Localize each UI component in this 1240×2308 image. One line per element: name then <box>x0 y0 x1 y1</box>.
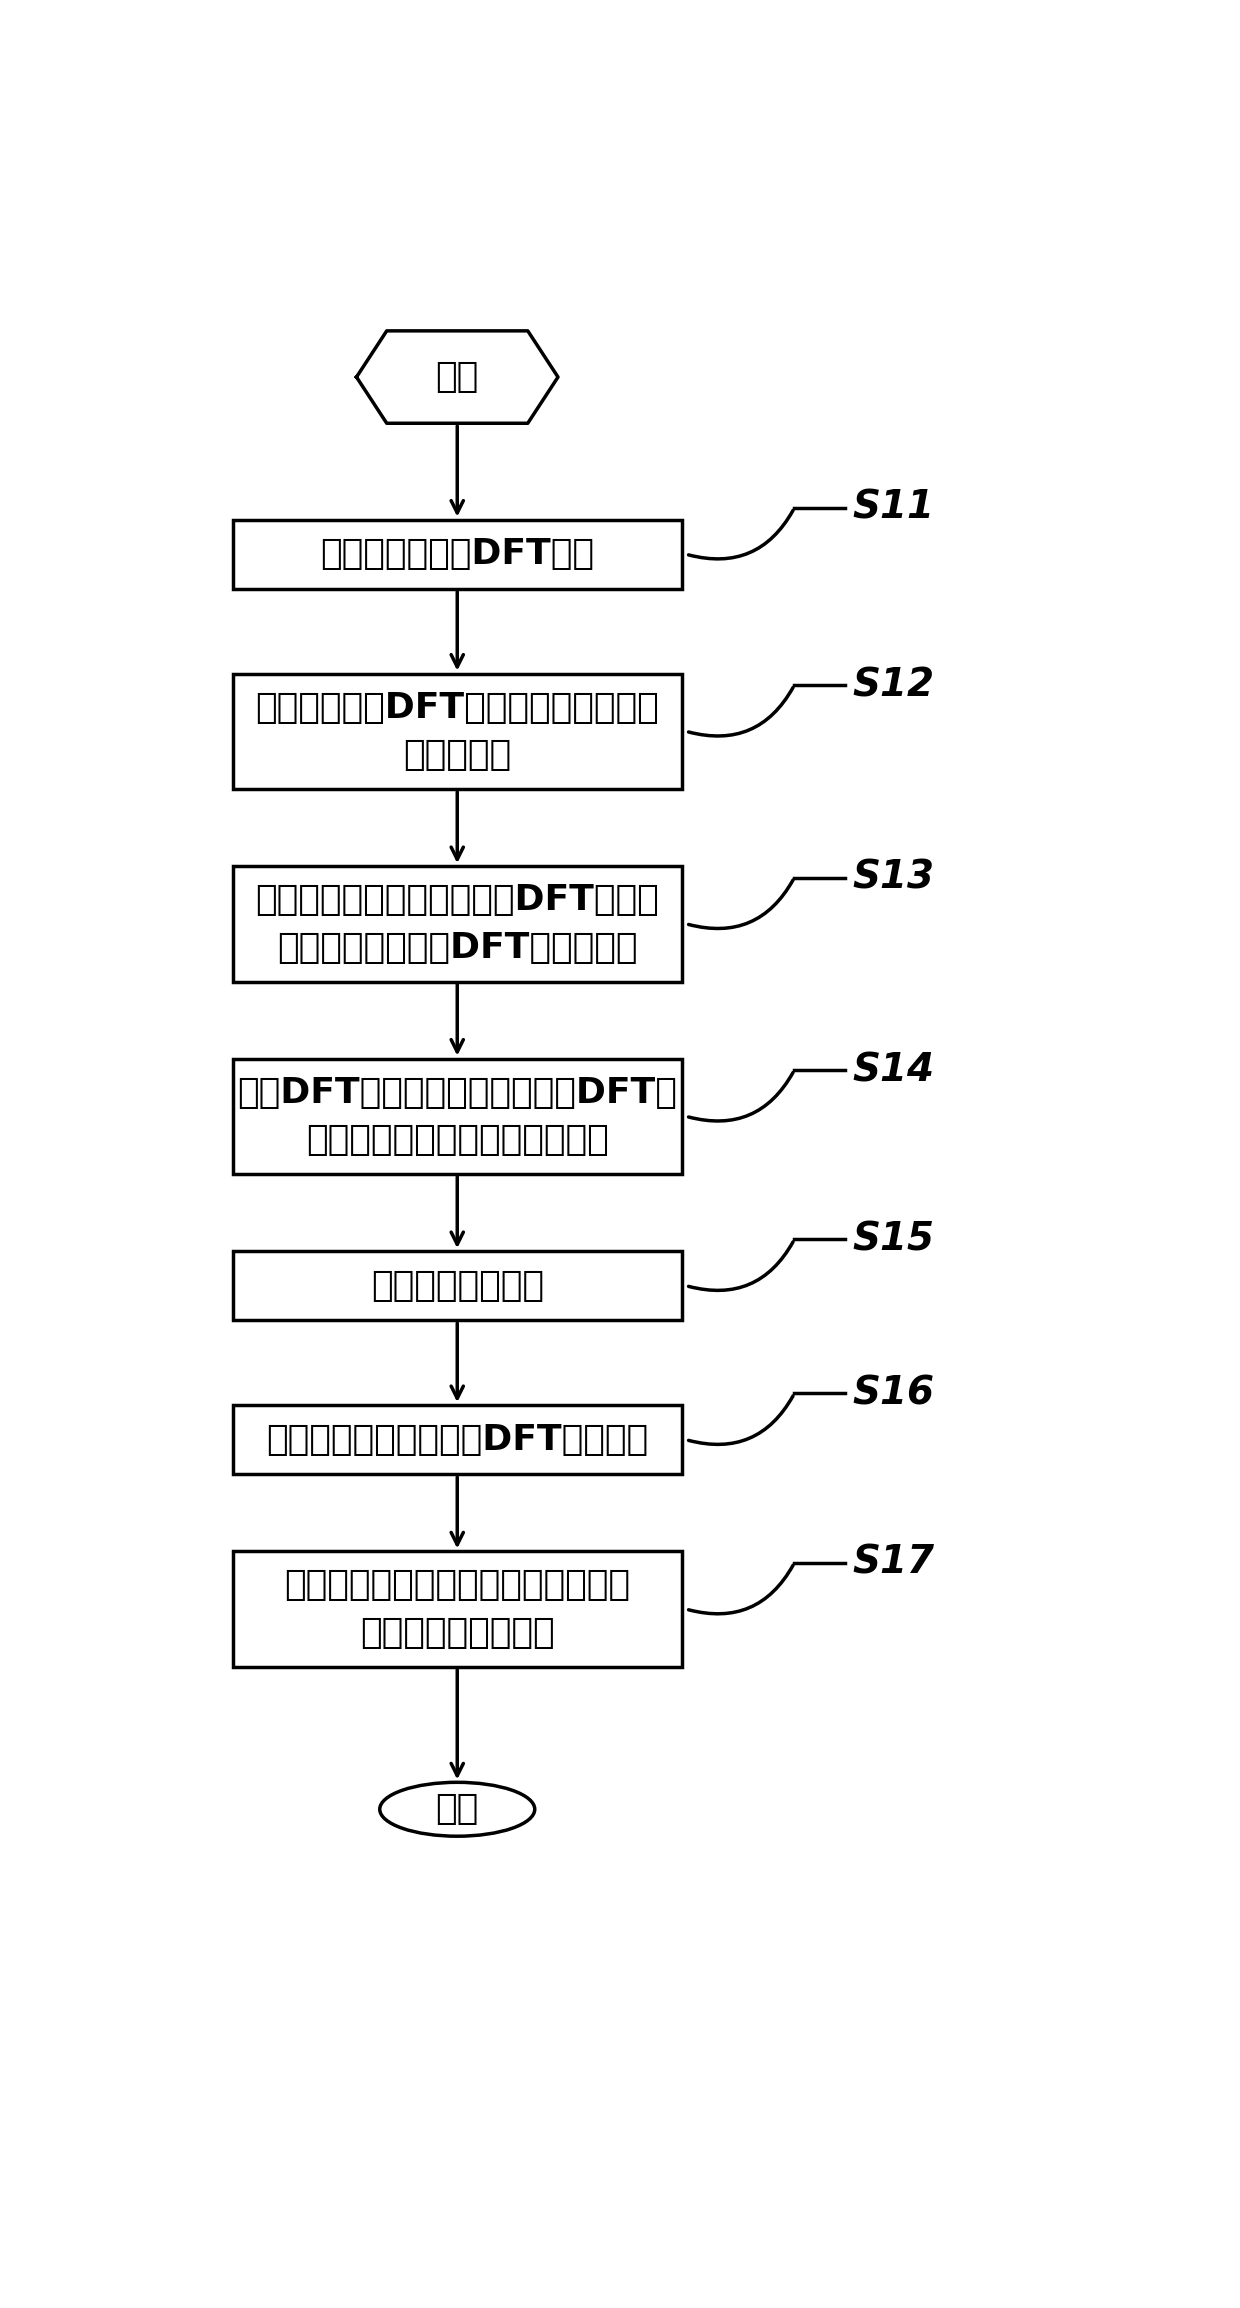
Text: 比较DFT点数估计值与中值带宽DFT点
数，根据比较结果选择窗长因子: 比较DFT点数估计值与中值带宽DFT点 数，根据比较结果选择窗长因子 <box>237 1076 677 1156</box>
Text: 利用初始平滑窗长平滑处理DFT变换结
果，得到初始带宽DFT点数估计值: 利用初始平滑窗长平滑处理DFT变换结 果，得到初始带宽DFT点数估计值 <box>255 884 660 965</box>
Bar <box>233 1406 682 1475</box>
Text: S13: S13 <box>853 859 935 896</box>
Text: S12: S12 <box>853 667 935 704</box>
Text: 获得中值带宽DFT点数，并计算得到初
始平滑窗长: 获得中值带宽DFT点数，并计算得到初 始平滑窗长 <box>255 690 660 771</box>
Text: 获取可变平滑窗长: 获取可变平滑窗长 <box>371 1269 544 1302</box>
Bar <box>233 519 682 589</box>
Text: 将接收信号进行DFT变换: 将接收信号进行DFT变换 <box>320 538 594 570</box>
Text: 依据可变平滑窗长处理DFT变换结果: 依据可变平滑窗长处理DFT变换结果 <box>267 1422 649 1456</box>
Bar <box>233 1059 682 1175</box>
Text: 获得与可变平滑窗长处理后的结果对
应的信号带宽估计值: 获得与可变平滑窗长处理后的结果对 应的信号带宽估计值 <box>284 1569 630 1650</box>
Text: S17: S17 <box>853 1544 935 1581</box>
Ellipse shape <box>379 1782 534 1837</box>
Text: 结束: 结束 <box>435 1793 479 1826</box>
Bar <box>233 674 682 789</box>
Bar <box>233 1251 682 1320</box>
Bar <box>233 1551 682 1666</box>
Text: S11: S11 <box>853 489 935 526</box>
Polygon shape <box>357 330 558 422</box>
Bar <box>233 866 682 981</box>
Text: S15: S15 <box>853 1221 935 1258</box>
Text: S14: S14 <box>853 1050 935 1089</box>
Text: 开始: 开始 <box>435 360 479 395</box>
Text: S16: S16 <box>853 1376 935 1412</box>
